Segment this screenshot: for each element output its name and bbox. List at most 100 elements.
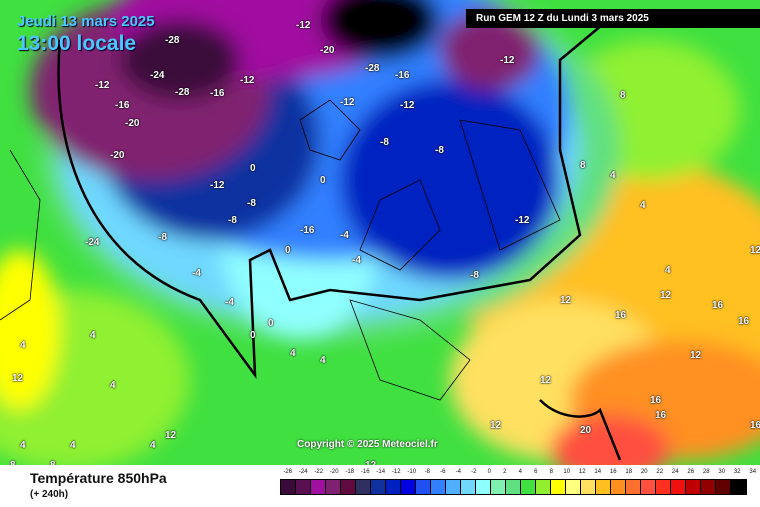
- map-value-label: 4: [610, 170, 616, 181]
- map-value-label: 8: [10, 460, 16, 465]
- legend-label: 32: [733, 469, 741, 475]
- map-value-label: -4: [225, 297, 234, 308]
- map-value-label: -28: [365, 63, 380, 74]
- map-value-label: -12: [340, 97, 355, 108]
- map-value-label: 0: [268, 318, 274, 329]
- map-value-label: 16: [655, 410, 667, 421]
- legend-swatch: [686, 480, 701, 494]
- legend-label: -14: [376, 469, 386, 475]
- map-value-label: 4: [110, 380, 116, 391]
- legend-label: -16: [360, 469, 370, 475]
- forecast-date: Jeudi 13 mars 2025: [17, 13, 155, 30]
- legend-swatch: [461, 480, 476, 494]
- legend-swatch: [401, 480, 416, 494]
- map-value-label: -16: [210, 88, 225, 99]
- map-value-label: -8: [435, 145, 444, 156]
- map-value-label: 12: [660, 290, 672, 301]
- map-value-label: 8: [620, 90, 626, 101]
- temperature-map: -28 -24 -12 -16 -20 -28 -24 -16 -12 -20 -20 -12 -8 -8…: [0, 0, 760, 465]
- map-value-label: 16: [650, 395, 662, 406]
- map-value-label: -8: [158, 232, 167, 243]
- map-value-label: -16: [395, 70, 410, 81]
- map-value-label: -4: [192, 268, 201, 279]
- color-legend: -26 -24 -22 -20 -18 -16 -14 -12 -10 -8 -6 -4 -2 0 2 4 6 8…: [280, 469, 760, 495]
- legend-swatch: [506, 480, 521, 494]
- map-value-label: -12: [500, 55, 515, 66]
- map-value-label: -12: [515, 215, 530, 226]
- map-value-label: 12: [690, 350, 702, 361]
- legend-label: -12: [391, 469, 401, 475]
- legend-swatch: [326, 480, 341, 494]
- legend-label: 10: [563, 469, 571, 475]
- legend-swatch: [731, 480, 746, 494]
- map-value-label: 4: [290, 348, 296, 359]
- map-value-label: -20: [110, 150, 125, 161]
- map-value-label: 20: [580, 425, 592, 436]
- map-value-label: -12: [240, 75, 255, 86]
- legend-label: 18: [625, 469, 633, 475]
- legend-swatch: [701, 480, 716, 494]
- legend-swatch: [716, 480, 731, 494]
- map-value-label: 4: [70, 440, 76, 451]
- legend-label: 28: [702, 469, 710, 475]
- legend-label: 24: [671, 469, 679, 475]
- legend-swatch: [566, 480, 581, 494]
- legend-label: -26: [283, 469, 293, 475]
- copyright: Copyright © 2025 Meteociel.fr: [297, 439, 438, 450]
- legend-swatch: [476, 480, 491, 494]
- legend-swatch: [386, 480, 401, 494]
- map-value-label: -24: [85, 237, 100, 248]
- legend-label: 6: [534, 469, 538, 475]
- legend-label: -6: [440, 469, 446, 475]
- legend-swatch: [656, 480, 671, 494]
- legend-label: 30: [718, 469, 726, 475]
- legend-label: 4: [518, 469, 522, 475]
- map-value-label: 4: [20, 440, 26, 451]
- forecast-range: (+ 240h): [30, 489, 69, 500]
- legend-swatch: [446, 480, 461, 494]
- map-value-label: -8: [380, 137, 389, 148]
- map-value-label: -12: [95, 80, 110, 91]
- legend-swatch: [551, 480, 566, 494]
- map-value-label: -12: [210, 180, 225, 191]
- legend-swatch: [611, 480, 626, 494]
- map-value-label: 4: [320, 355, 326, 366]
- legend-swatch: [281, 480, 296, 494]
- legend-swatch: [296, 480, 311, 494]
- map-value-label: 4: [20, 340, 26, 351]
- map-value-label: 8: [50, 460, 56, 465]
- map-value-label: -8: [247, 198, 256, 209]
- map-value-label: -12: [400, 100, 415, 111]
- map-value-label: -4: [352, 255, 361, 266]
- map-value-label: 0: [320, 175, 326, 186]
- legend-label: 2: [503, 469, 507, 475]
- map-value-label: 12: [365, 460, 376, 465]
- legend-label: -4: [455, 469, 461, 475]
- legend-swatch: [371, 480, 386, 494]
- legend-label: 8: [549, 469, 553, 475]
- map-value-label: -20: [125, 118, 140, 129]
- legend-label: 20: [640, 469, 648, 475]
- map-value-label: 8: [580, 160, 586, 171]
- map-value-label: -20: [320, 45, 335, 56]
- map-value-label: 0: [285, 245, 291, 256]
- footer: Température 850hPa (+ 240h) -26 -24 -22 -20…: [0, 465, 760, 507]
- map-value-label: -28: [165, 35, 180, 46]
- map-value-label: 12: [540, 375, 552, 386]
- legend-label: 22: [656, 469, 664, 475]
- legend-swatch: [626, 480, 641, 494]
- legend-swatch: [671, 480, 686, 494]
- map-value-label: 12: [750, 245, 760, 256]
- legend-swatch: [521, 480, 536, 494]
- map-value-label: 0: [250, 163, 256, 174]
- map-value-label: -12: [296, 20, 311, 31]
- legend-swatch: [356, 480, 371, 494]
- legend-swatch: [581, 480, 596, 494]
- map-value-label: -16: [115, 100, 130, 111]
- legend-swatch: [596, 480, 611, 494]
- map-value-label: -8: [470, 270, 479, 281]
- legend-label: -2: [471, 469, 477, 475]
- legend-label: -20: [329, 469, 339, 475]
- map-value-label: -8: [228, 215, 237, 226]
- legend-swatch: [341, 480, 356, 494]
